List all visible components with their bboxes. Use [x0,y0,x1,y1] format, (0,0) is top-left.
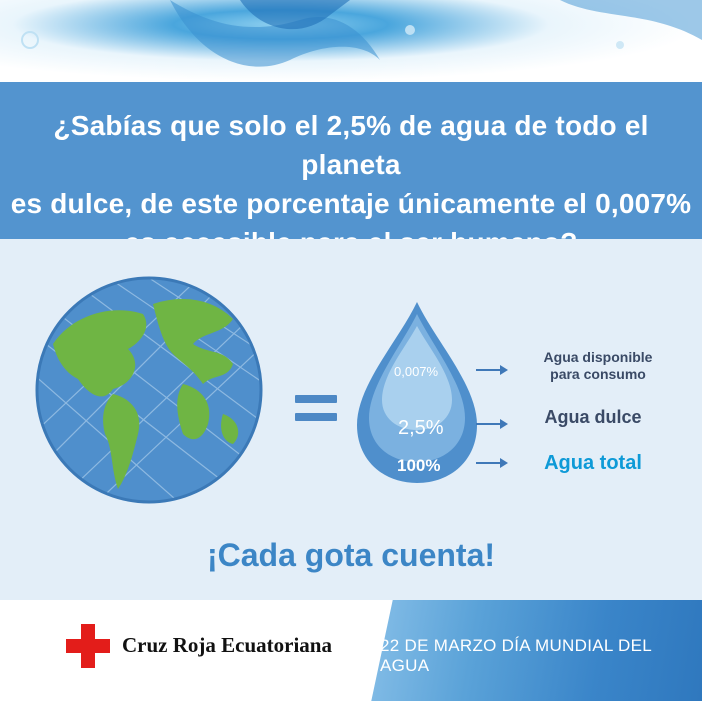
banner-line-2: es dulce, de este porcentaje únicamente … [10,188,692,219]
footer-water-band [352,600,702,701]
legend-total: Agua total [544,452,642,474]
event-date-text: 22 DE MARZO DÍA MUNDIAL DEL AGUA [380,636,652,675]
legend-consumo: Agua disponible para consumo [528,349,668,383]
question-banner: ¿Sabías que solo el 2,5% de agua de todo… [0,82,702,258]
arrow-right-icon [476,365,508,375]
arrow-right-icon [476,458,508,468]
legend-consumo-line1: Agua disponible [543,349,653,365]
arrow-right-icon [476,419,508,429]
drop-label-middle: 2,5% [398,417,444,439]
drop-label-inner: 0,007% [394,364,439,379]
banner-line-1: ¿Sabías que solo el 2,5% de agua de todo… [53,110,649,180]
water-drop-icon [355,300,480,490]
globe-icon [33,274,265,511]
equals-icon [295,395,337,431]
legend-consumo-line2: para consumo [550,366,646,382]
red-cross-icon [66,624,110,668]
water-splash-icon [0,0,702,82]
drop-label-outer: 100% [397,456,441,475]
tagline: ¡Cada gota cuenta! [206,537,496,573]
organization-name: Cruz Roja Ecuatoriana [122,633,332,657]
legend-dulce: Agua dulce [544,407,642,427]
